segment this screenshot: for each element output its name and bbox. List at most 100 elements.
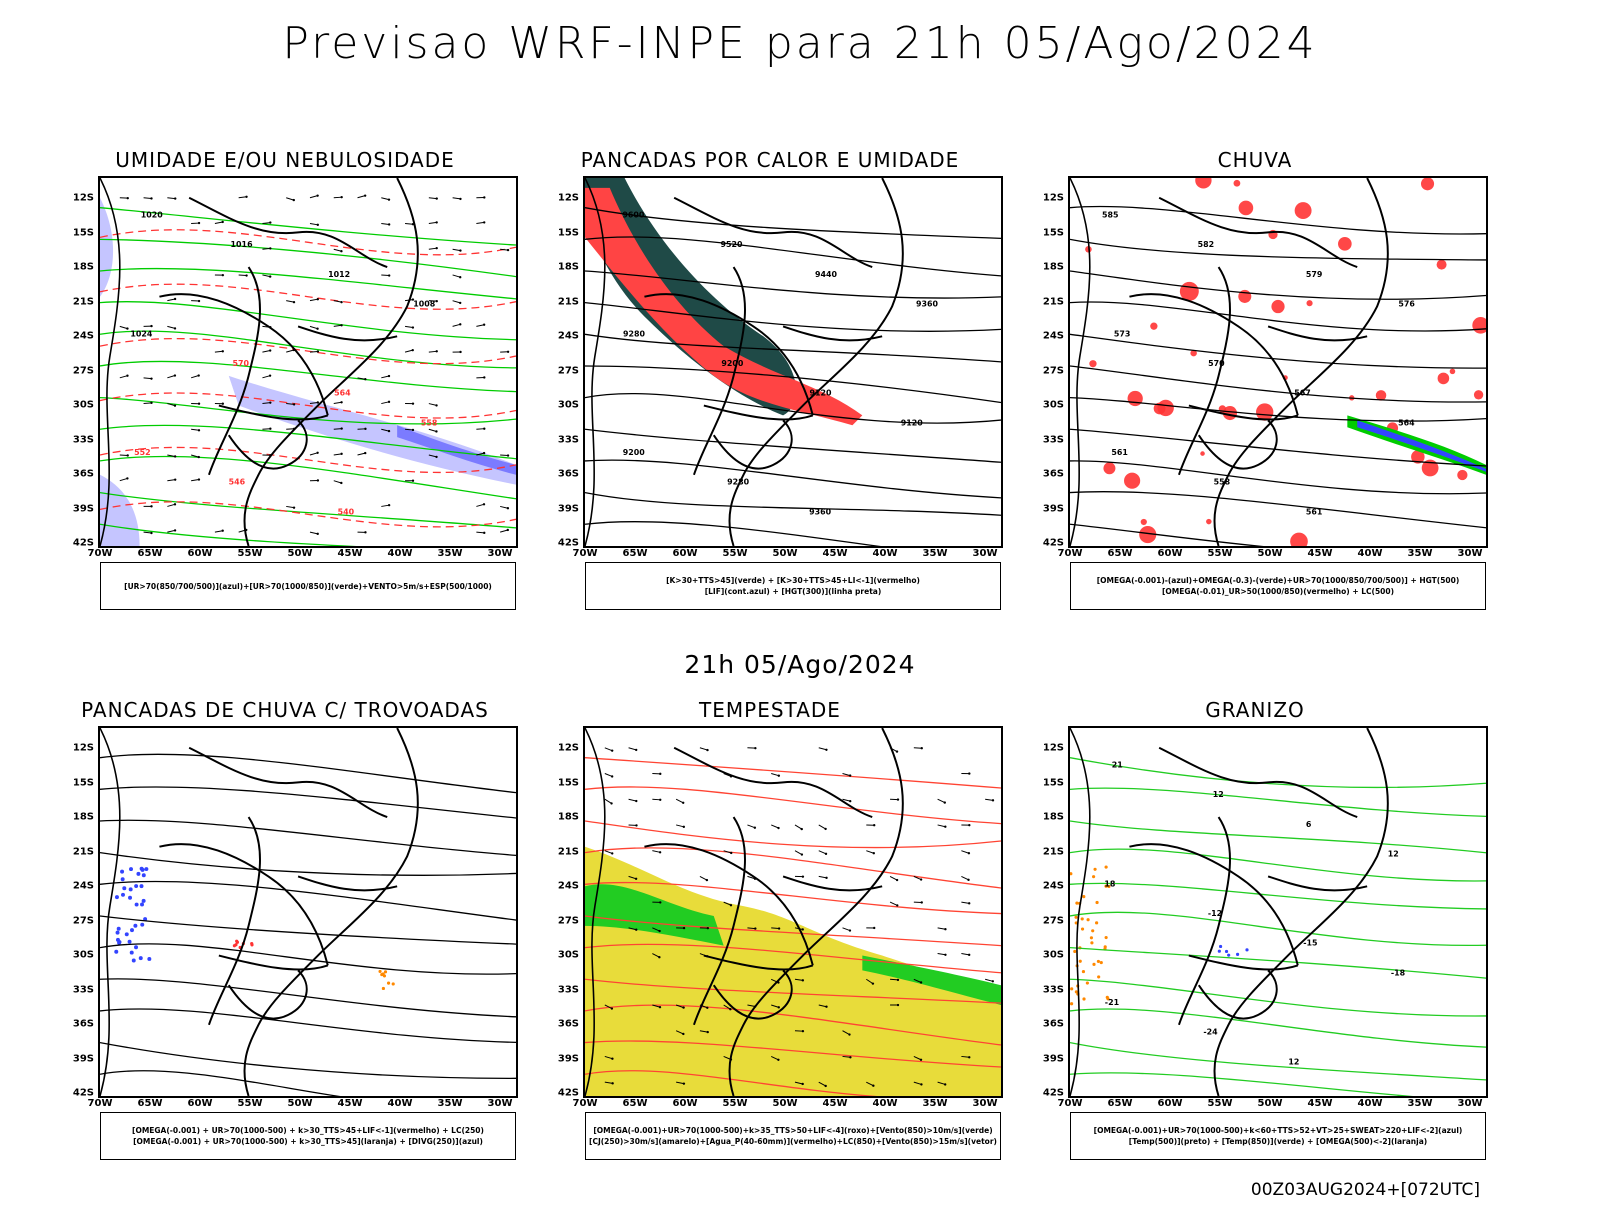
lat-tick-label: 24S (558, 331, 579, 342)
wind-vector-head (507, 351, 509, 353)
lat-tick-label: 39S (73, 503, 94, 514)
wind-vector-head (436, 247, 438, 249)
wind-vector-head (269, 374, 271, 376)
hail-spot (1219, 945, 1222, 948)
divergence-spot (128, 940, 132, 944)
wind-vector-head (683, 927, 685, 929)
wind-vector-head (150, 197, 152, 199)
lon-tick-label: 65W (623, 548, 648, 559)
wind-vector-head (388, 401, 390, 403)
thickness-line (100, 339, 516, 364)
omega-spot (1082, 970, 1085, 973)
wind-vector-head (269, 326, 271, 328)
isoline-label: 564 (334, 389, 351, 398)
wind-vector-head (920, 1059, 922, 1061)
divergence-spot (140, 867, 144, 871)
wind-vector-head (849, 929, 851, 931)
wind-vector-head (222, 403, 224, 405)
wind-vector-head (802, 979, 804, 981)
storm-spot (384, 970, 387, 973)
rain-spot (1338, 237, 1352, 251)
isoline-label: 576 (1398, 300, 1415, 309)
wind-vector-head (221, 221, 223, 223)
lat-tick-label: 36S (558, 469, 579, 480)
lat-tick-label: 24S (73, 881, 94, 892)
storm-spot (378, 970, 381, 973)
wind-vector-head (269, 349, 271, 351)
panel-legend: [OMEGA(-0.001) + UR>70(1000-500) + k>30_… (100, 1112, 516, 1160)
panel-legend: [UR>70(850/700/500)](azul)+[UR>70(1000/8… (100, 562, 516, 610)
lon-tick-label: 55W (723, 1098, 748, 1109)
isoline-label: -24 (1203, 1028, 1218, 1037)
wind-vector-head (968, 1056, 970, 1058)
wind-vector-head (849, 774, 851, 776)
isoline-label: 552 (134, 448, 151, 457)
wind-vector-head (364, 531, 366, 533)
wind-vector-head (992, 980, 994, 982)
divergence-spot (130, 928, 134, 932)
wind-vector-head (707, 927, 709, 929)
omega-spot (1082, 895, 1085, 898)
divergence-spot (130, 951, 134, 955)
lat-tick-label: 33S (558, 984, 579, 995)
wind-vector-head (730, 1058, 732, 1060)
divergence-spot (114, 950, 118, 954)
divergence-spot (135, 903, 139, 907)
wind-vector-head (150, 377, 152, 379)
wind-vector-head (802, 1083, 804, 1085)
wind-vector (286, 301, 294, 302)
panel-legend: [OMEGA(-0.001)+UR>70(1000-500)+k<60+TTS>… (1070, 1112, 1486, 1160)
wind-vector-head (459, 351, 461, 353)
panel-title: CHUVA (1020, 148, 1490, 172)
wind-vector-head (778, 927, 780, 929)
wind-vector (605, 748, 612, 751)
hail-spot (1236, 953, 1239, 956)
lat-tick-label: 42S (73, 538, 94, 549)
divergence-spot (142, 899, 146, 903)
wind-vector (120, 478, 128, 480)
wind-vector-head (412, 480, 414, 482)
lat-tick-label: 30S (558, 950, 579, 961)
wind-vector-head (706, 749, 708, 751)
border-line (1129, 844, 1297, 965)
isoline-label: 558 (1214, 478, 1231, 487)
wind-vector-head (848, 1033, 850, 1035)
wind-vector-head (435, 221, 437, 223)
wind-vector-head (683, 1082, 685, 1084)
wind-vector-head (635, 878, 637, 880)
wind-vector-head (944, 1083, 946, 1085)
wind-vector-head (198, 222, 200, 224)
omega-spot (1075, 902, 1078, 905)
wind-vector-head (801, 853, 803, 855)
wind-vector-head (707, 1031, 709, 1033)
panel-legend: [K>30+TTS>45](verde) + [K>30+TTS>45+LI<-… (585, 562, 1001, 610)
omega-spot (1093, 868, 1096, 871)
wind-vector-head (849, 800, 851, 802)
wind-vector-head (802, 1030, 804, 1032)
isoline (1070, 524, 1486, 546)
wind-vector-head (340, 250, 342, 252)
rain-spot (1150, 323, 1157, 330)
wind-vector-head (873, 824, 875, 826)
isoline (585, 493, 1001, 516)
wind-vector-head (174, 327, 176, 329)
rain-spot (1438, 373, 1450, 385)
wind-vector (310, 532, 318, 534)
lat-tick-label: 33S (558, 434, 579, 445)
storm-spot (250, 942, 253, 945)
wind-vector-head (150, 532, 152, 534)
border-line (674, 748, 872, 817)
lon-tick-label: 55W (723, 548, 748, 559)
wind-vector-head (658, 930, 660, 932)
map-tempestade[interactable] (583, 726, 1003, 1098)
wind-vector-head (921, 747, 923, 749)
map-trovoadas[interactable] (98, 726, 518, 1098)
wind-vector-head (198, 300, 200, 302)
